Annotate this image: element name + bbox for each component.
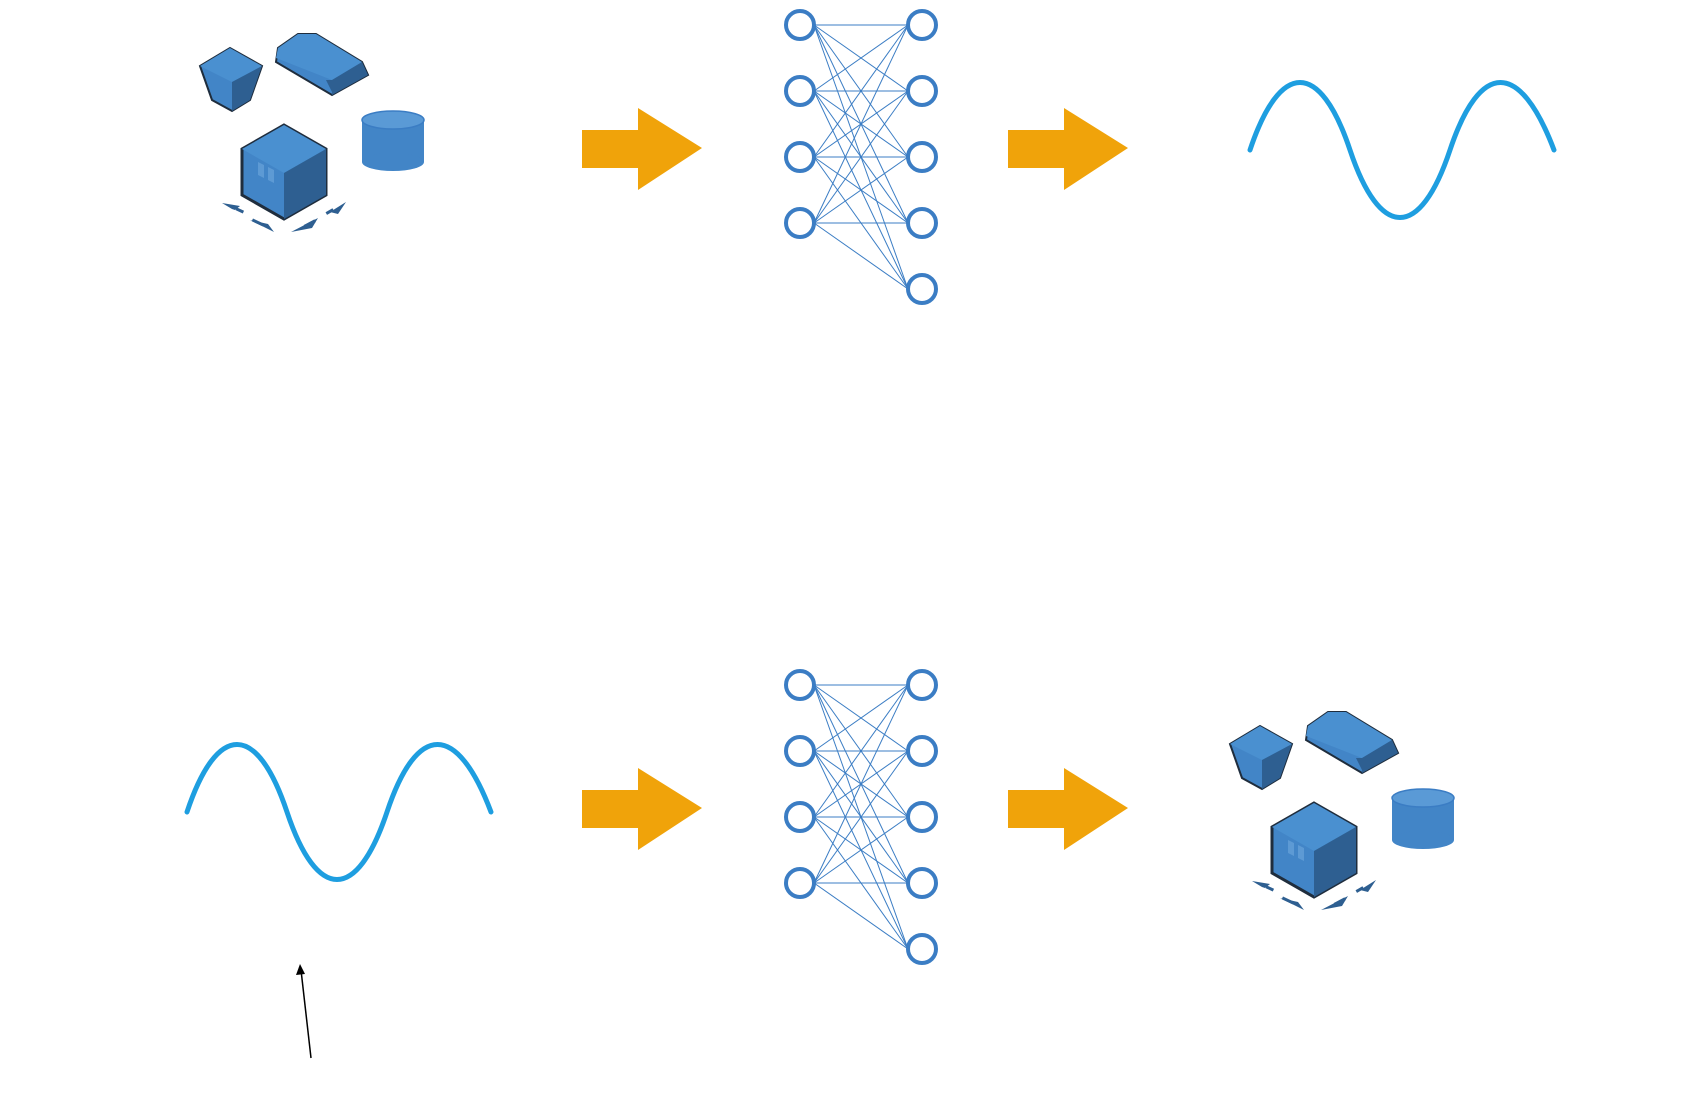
network-connection [813, 684, 909, 884]
pointer-arrow-icon [296, 964, 312, 1059]
neural-network-icon [784, 9, 938, 305]
3d-shapes-icon [198, 32, 426, 234]
input-neuron [784, 801, 816, 833]
output-neuron [906, 933, 938, 965]
output-neuron [906, 273, 938, 305]
input-neuron [784, 207, 816, 239]
row-encode [198, 9, 1554, 305]
output-neuron [906, 867, 938, 899]
sine-wave-icon [187, 745, 491, 880]
output-neuron [906, 141, 938, 173]
network-connection [813, 24, 909, 92]
row-decode [187, 669, 1456, 965]
network-connection [813, 156, 909, 224]
3d-shapes-icon [1228, 710, 1456, 912]
neural-network-icon [784, 669, 938, 965]
arrow-right-icon [1008, 108, 1128, 190]
output-neuron [906, 801, 938, 833]
network-connection [813, 90, 909, 224]
network-connection [813, 750, 909, 884]
sine-wave-icon [1250, 83, 1554, 218]
input-neuron [784, 669, 816, 701]
arrow-right-icon [1008, 768, 1128, 850]
output-neuron [906, 207, 938, 239]
input-neuron [784, 867, 816, 899]
arrow-right-icon [582, 108, 702, 190]
network-connection [813, 684, 909, 752]
input-neuron [784, 9, 816, 41]
output-neuron [906, 9, 938, 41]
network-connection [813, 24, 909, 158]
network-connection [813, 24, 909, 224]
network-connection [813, 684, 909, 818]
output-neuron [906, 75, 938, 107]
arrow-right-icon [582, 768, 702, 850]
input-neuron [784, 141, 816, 173]
output-neuron [906, 735, 938, 767]
network-connection [813, 222, 909, 290]
network-connection [813, 816, 909, 884]
output-neuron [906, 669, 938, 701]
network-connection [813, 882, 909, 950]
input-neuron [784, 735, 816, 767]
input-neuron [784, 75, 816, 107]
